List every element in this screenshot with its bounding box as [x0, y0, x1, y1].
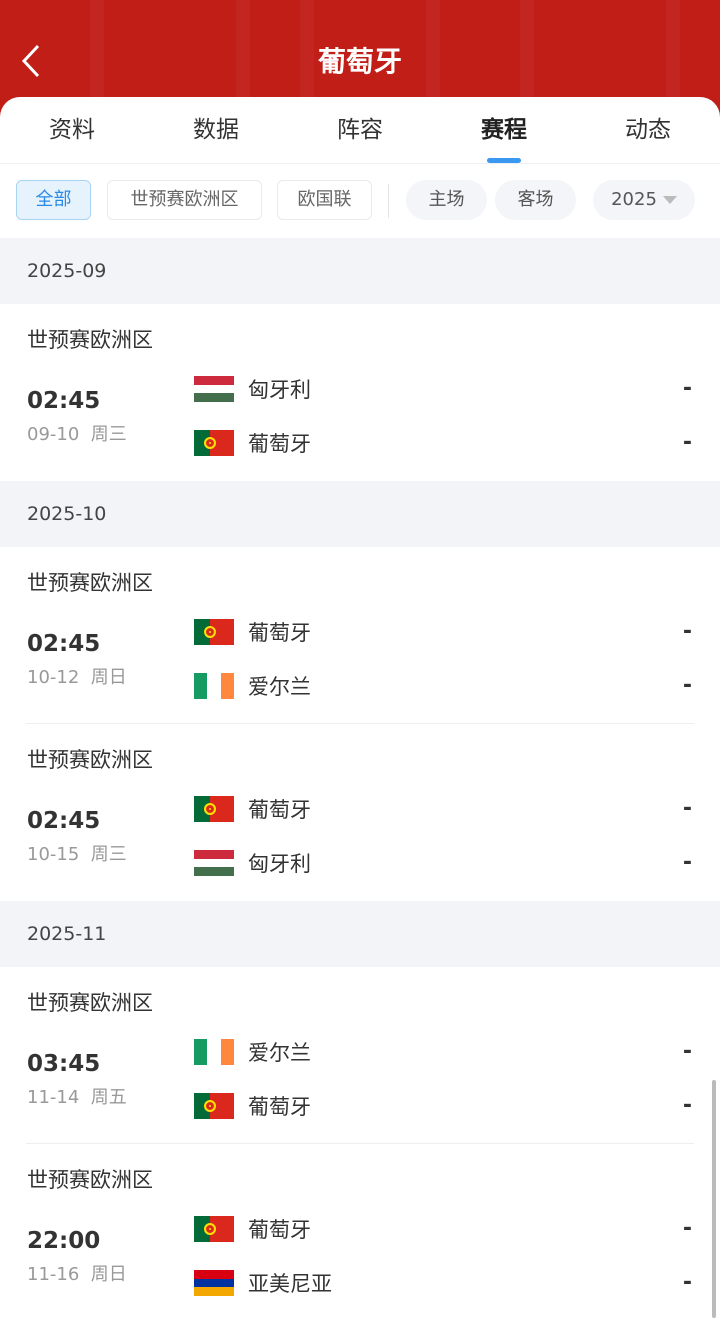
caret-down-icon — [662, 196, 677, 204]
hungary-flag-icon — [194, 376, 234, 402]
away-score: - — [682, 1093, 692, 1118]
team-name: 葡萄牙 — [248, 1095, 311, 1119]
portugal-flag-icon — [194, 1093, 234, 1119]
home-score: - — [682, 796, 692, 821]
league-name: 世预赛欧洲区 — [27, 571, 153, 595]
year-value: 2025 — [611, 189, 657, 210]
scrollbar[interactable] — [712, 1080, 716, 1318]
league-name: 世预赛欧洲区 — [27, 1168, 153, 1192]
filter-away[interactable]: 客场 — [495, 180, 576, 220]
away-team: 葡萄牙 — [194, 1091, 311, 1121]
tab-schedule[interactable]: 赛程 — [432, 97, 576, 163]
home-score: - — [682, 1039, 692, 1064]
home-team: 葡萄牙 — [194, 1214, 311, 1244]
away-score: - — [682, 1270, 692, 1295]
month-header: 2025-10 — [0, 481, 720, 547]
portugal-flag-icon — [194, 430, 234, 456]
portugal-flag-icon — [194, 619, 234, 645]
team-name: 爱尔兰 — [248, 675, 311, 699]
match-date: 11-16 周日 — [27, 1264, 127, 1285]
match-item[interactable]: 世预赛欧洲区 03:45 11-14 周五 爱尔兰 葡萄牙 - - — [0, 967, 720, 1144]
filter-home[interactable]: 主场 — [406, 180, 487, 220]
month-header: 2025-11 — [0, 901, 720, 967]
league-name: 世预赛欧洲区 — [27, 748, 153, 772]
team-name: 葡萄牙 — [248, 1218, 311, 1242]
back-button[interactable] — [18, 44, 48, 78]
match-item[interactable]: 世预赛欧洲区 02:45 10-12 周日 葡萄牙 爱尔兰 - - — [0, 547, 720, 724]
armenia-flag-icon — [194, 1270, 234, 1296]
match-time: 02:45 — [27, 808, 101, 834]
league-name: 世预赛欧洲区 — [27, 991, 153, 1015]
portugal-flag-icon — [194, 1216, 234, 1242]
match-list: 2025-09 世预赛欧洲区 02:45 09-10 周三 匈牙利 葡萄牙 - … — [0, 238, 720, 1321]
tab-squad[interactable]: 阵容 — [337, 117, 383, 143]
chevron-left-icon — [21, 44, 40, 78]
home-team: 爱尔兰 — [194, 1037, 311, 1067]
home-score: - — [682, 1216, 692, 1241]
month-header: 2025-09 — [0, 238, 720, 304]
match-date: 10-12 周日 — [27, 667, 127, 688]
match-date: 09-10 周三 — [27, 424, 127, 445]
away-team: 爱尔兰 — [194, 671, 311, 701]
divider — [388, 184, 389, 218]
match-date: 10-15 周三 — [27, 844, 127, 865]
team-name: 葡萄牙 — [248, 621, 311, 645]
hungary-flag-icon — [194, 850, 234, 876]
away-team: 匈牙利 — [194, 848, 311, 878]
home-team: 匈牙利 — [194, 374, 311, 404]
filter-bar: 全部 世预赛欧洲区 欧国联 主场 客场 2025 — [0, 164, 720, 238]
match-time: 02:45 — [27, 631, 101, 657]
tab-stats[interactable]: 数据 — [193, 117, 239, 143]
match-item[interactable]: 世预赛欧洲区 02:45 10-15 周三 葡萄牙 匈牙利 - - — [0, 724, 720, 901]
team-name: 葡萄牙 — [248, 798, 311, 822]
tab-news[interactable]: 动态 — [625, 117, 671, 143]
match-time: 02:45 — [27, 388, 101, 414]
match-item[interactable]: 世预赛欧洲区 22:00 11-16 周日 葡萄牙 亚美尼亚 - - — [0, 1144, 720, 1321]
tab-bar: 资料 数据 阵容 赛程 动态 — [0, 97, 720, 164]
away-team: 亚美尼亚 — [194, 1268, 332, 1298]
ireland-flag-icon — [194, 1039, 234, 1065]
home-score: - — [682, 376, 692, 401]
away-team: 葡萄牙 — [194, 428, 311, 458]
team-name: 亚美尼亚 — [248, 1272, 332, 1296]
team-name: 爱尔兰 — [248, 1041, 311, 1065]
team-name: 葡萄牙 — [248, 432, 311, 456]
league-name: 世预赛欧洲区 — [27, 328, 153, 352]
match-time: 22:00 — [27, 1228, 101, 1254]
home-team: 葡萄牙 — [194, 617, 311, 647]
content-panel: 资料 数据 阵容 赛程 动态 全部 世预赛欧洲区 欧国联 主场 客场 2025 — [0, 97, 720, 238]
match-date: 11-14 周五 — [27, 1087, 127, 1108]
home-score: - — [682, 619, 692, 644]
away-score: - — [682, 673, 692, 698]
away-score: - — [682, 430, 692, 455]
team-name: 匈牙利 — [248, 378, 311, 402]
tab-profile[interactable]: 资料 — [49, 117, 95, 143]
team-name: 匈牙利 — [248, 852, 311, 876]
filter-wcq-europe[interactable]: 世预赛欧洲区 — [107, 180, 262, 220]
portugal-flag-icon — [194, 796, 234, 822]
filter-all[interactable]: 全部 — [16, 180, 91, 220]
page-title: 葡萄牙 — [317, 45, 402, 78]
match-time: 03:45 — [27, 1051, 101, 1077]
ireland-flag-icon — [194, 673, 234, 699]
away-score: - — [682, 850, 692, 875]
match-item[interactable]: 世预赛欧洲区 02:45 09-10 周三 匈牙利 葡萄牙 - - — [0, 304, 720, 481]
home-team: 葡萄牙 — [194, 794, 311, 824]
filter-nations-league[interactable]: 欧国联 — [277, 180, 372, 220]
year-dropdown[interactable]: 2025 — [593, 180, 695, 220]
